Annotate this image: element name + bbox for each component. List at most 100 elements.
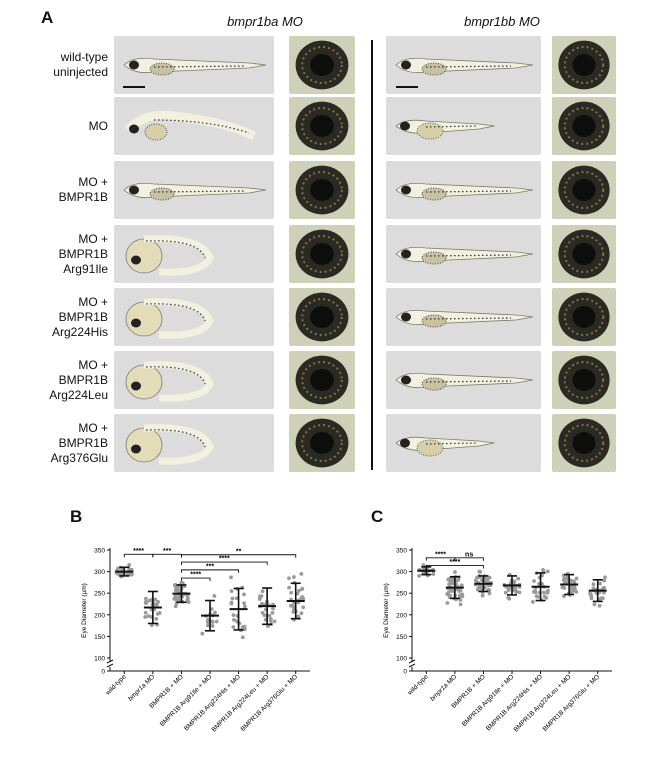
row-label-line: Arg224Leu [49,387,108,402]
row-label-line: BMPR1B [58,246,108,261]
data-point [258,594,262,599]
data-point [266,624,270,629]
eye-image-bmpr1bb [552,36,616,94]
data-point [242,601,246,606]
data-point [143,610,148,615]
column-divider [371,40,373,470]
y-tick-label: 150 [396,634,407,641]
row-label-line: BMPR1B [58,309,108,324]
data-point [229,575,233,580]
data-point [480,593,485,598]
y-axis-label: Eye Diameter (µm) [383,583,390,638]
data-point [448,588,453,593]
row-label-line: Arg91Ile [63,261,108,276]
data-point [533,590,538,594]
row-label-line: MO [88,118,108,133]
data-point [458,602,463,607]
data-point [475,575,479,580]
data-point [570,585,575,589]
y-axis-label: Eye Diameter (µm) [81,583,88,638]
data-point [130,572,134,577]
data-point [240,635,245,640]
fish-image-bmpr1bb [386,351,541,409]
y-tick-label: 150 [94,634,105,641]
y-tick-label: 200 [396,612,407,619]
significance-label: **** [190,572,201,579]
data-point [229,589,234,594]
data-point [602,578,607,583]
eye-image-bmpr1bb [552,97,616,155]
data-point [231,625,236,630]
data-point [289,603,293,608]
eye-image-bmpr1bb [552,161,616,219]
significance-bracket [180,554,297,558]
data-point [300,586,305,591]
data-point [234,596,239,601]
data-point [154,602,159,607]
data-point [431,572,436,576]
data-point [271,606,275,611]
data-point [456,578,461,583]
axis-break-mark [106,659,114,668]
eye-image-bmpr1ba [289,36,355,94]
data-point [544,595,549,600]
significance-bracket [180,577,211,582]
y-tick-label: 100 [396,656,407,663]
data-point [287,576,291,581]
row-label-line: BMPR1B [58,190,108,204]
eye-image-bmpr1ba [289,225,355,283]
row-label-line: Arg224His [51,324,108,339]
data-point [144,600,149,604]
data-point [301,605,306,610]
data-point [242,604,247,609]
data-point [545,569,550,574]
x-tick-label: BMPR1B Arg224His + MO [485,673,544,732]
row-label-line: MO + [78,231,108,246]
fish-image-bmpr1bb [386,288,541,346]
data-point [289,590,294,595]
fish-image-bmpr1bb [386,97,541,155]
row-label-line: BMPR1B [58,372,108,387]
significance-label: **** [219,556,230,563]
significance-bracket [180,569,240,573]
data-point [487,591,492,596]
data-point [153,597,158,602]
data-point [206,623,210,628]
data-point [297,588,301,593]
data-point [453,570,457,574]
row-label: MO + BMPR1B [8,161,108,219]
data-point [146,614,151,619]
eye-image-bmpr1ba [289,97,355,155]
data-point [270,610,275,615]
data-point [446,591,451,595]
data-point [174,597,179,602]
eye-image-bmpr1ba [289,414,355,472]
y-tick-label: 350 [94,548,105,555]
x-tick-label: BMPR1B Arg91Ile + MO [159,673,214,728]
data-point [445,601,450,605]
x-tick-label: BMPR1B Arg224His + MO [183,673,242,732]
data-point [541,569,546,574]
scale-bar [396,86,418,88]
data-point [457,593,462,598]
data-point [517,590,522,595]
data-point [155,611,160,616]
x-tick-label: BMPR1B Arg376Glu + MO [542,673,601,732]
panel-letter-c: C [371,507,384,526]
data-point [172,583,177,588]
data-point [299,571,304,576]
significance-label: ns [465,551,473,558]
y-tick-label: 300 [396,569,407,576]
data-point [560,585,565,590]
fish-image-bmpr1bb [386,225,541,283]
eye-image-bmpr1ba [289,288,355,346]
row-label-line: MO + [78,420,108,435]
data-point [561,578,566,582]
eye-image-bmpr1ba [289,161,355,219]
data-point [115,571,120,576]
eye-image-bmpr1ba [289,351,355,409]
data-point [421,563,426,567]
data-point [507,596,512,601]
data-point [572,588,577,593]
data-point [272,619,277,624]
